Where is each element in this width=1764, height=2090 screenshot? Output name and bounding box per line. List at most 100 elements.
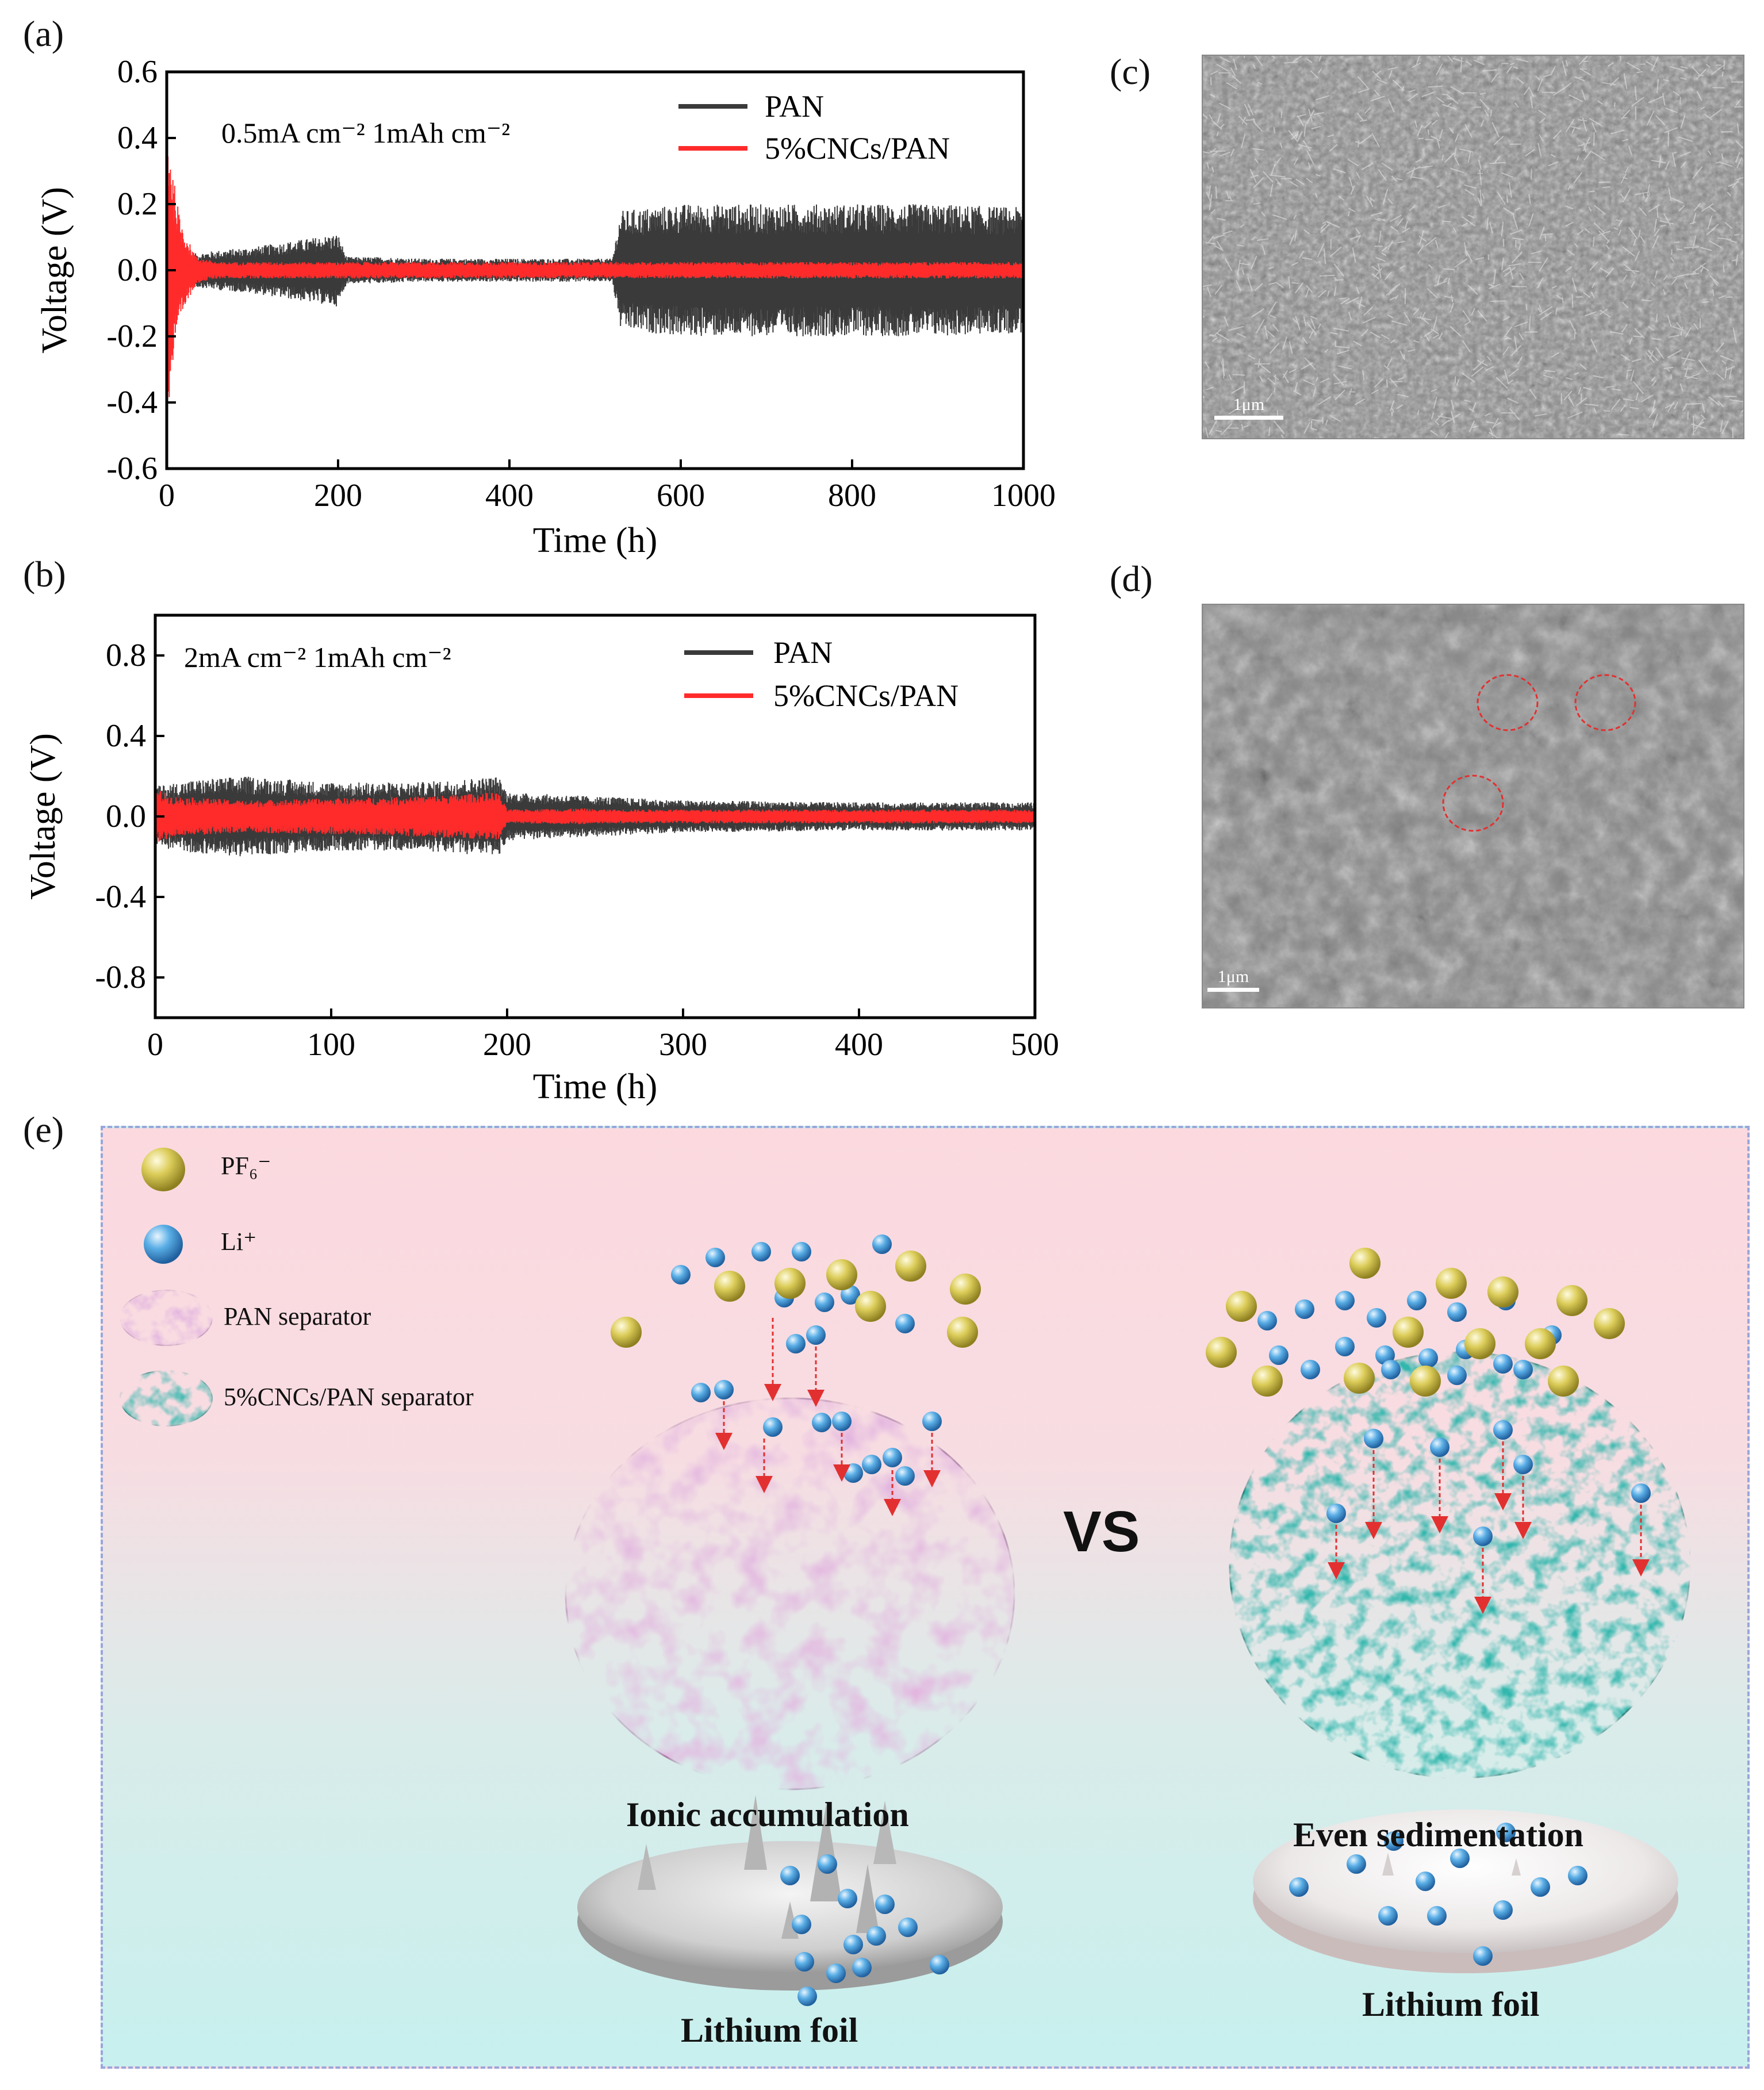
li-ion-icon [1531,1877,1550,1897]
sem-c-strand [1219,102,1231,110]
sem-c-strand [1479,189,1482,206]
sem-c-strand [1462,216,1476,227]
sem-c-strand [1397,217,1404,227]
sem-c-strand [1617,434,1630,436]
sem-c-strand [1727,239,1737,243]
sem-c-strand [1411,62,1421,68]
sem-c-strand [1613,227,1619,231]
sem-c-strand [1311,419,1324,422]
b-ytick-label: -0.8 [95,960,146,995]
sem-c-strand [1203,151,1210,154]
a-xtick-label: 400 [485,478,534,513]
sem-c-strand [1444,152,1455,163]
sem-c-strand [1447,56,1454,63]
sem-c-strand [1552,285,1558,289]
vs-label: VS [1063,1500,1140,1564]
small-bump [1512,1858,1521,1876]
sem-c-strand [1338,195,1344,201]
sem-c-strand [1630,369,1635,381]
sem-c-strand [1433,396,1437,409]
sem-c-strand [1256,238,1269,241]
chart-a: 0 200 400 600 800 1000 -0.6 -0.4 -0.2 0.0 0.2 0.4 0.… [35,54,1056,560]
sem-c-strand [1467,152,1471,163]
sem-c-strand [1387,67,1398,70]
sem-c-strand [1339,297,1347,300]
sem-c-strand [1259,375,1264,382]
sem-c-strand [1326,290,1330,297]
sem-c-strand [1226,82,1238,90]
sem-c-strand [1489,283,1501,289]
sem-c-strand [1631,97,1644,107]
sem-c-strand [1502,316,1510,321]
chart-b-legend-pan: PAN [773,635,833,670]
sem-c-strand [1267,330,1275,338]
chart-b-xlabel: Time (h) [533,1067,657,1106]
sem-c-strand [1228,374,1232,380]
chart-b-legend-cncs: 5%CNCs/PAN [773,678,958,713]
sem-c-strand [1276,182,1282,186]
sem-c-strand [1628,145,1632,155]
sem-c-strand [1241,133,1246,148]
b-xtick-label: 300 [659,1027,707,1063]
sem-c-strand [1648,95,1663,103]
sem-c-strand [1497,191,1506,205]
sem-c-strand [1391,175,1398,182]
sem-c-strand [1255,56,1263,67]
sem-c-strand [1624,167,1629,173]
sem-c-strand [1282,336,1287,350]
sem-c-strand [1538,109,1547,116]
sem-c-strand [1443,277,1448,283]
sem-c-strand [1392,79,1405,91]
li-ion-icon [806,1325,826,1345]
sem-c-strand [1214,329,1222,336]
sem-c-strand [1488,283,1494,287]
sem-c-strand [1700,414,1707,420]
sem-c-strand [1622,274,1628,282]
sem-c-strand [1313,388,1317,397]
sem-c-strand [1243,56,1245,59]
sem-image-d: 1μm [1202,604,1744,1008]
sem-c-strand [1249,168,1257,183]
sem-d-marker-3 [1442,774,1504,832]
sem-c-strand [1622,302,1628,308]
sem-c-strand [1382,189,1389,205]
sem-c-strand [1443,268,1455,270]
sem-c-strand [1662,289,1666,295]
sem-c-strand [1578,119,1587,122]
li-ion-icon [792,1915,811,1934]
sem-c-strand [1642,299,1652,302]
sem-c-strand [1593,408,1597,414]
sem-c-strand [1401,227,1410,233]
sem-c-strand [1348,312,1352,320]
sem-c-strand [1623,398,1635,401]
sem-c-strand [1635,392,1639,401]
sem-c-strand [1676,321,1682,329]
sem-c-strand [1635,191,1650,195]
sem-c-strand [1387,98,1395,113]
sem-c-strand [1311,125,1321,130]
sem-c-strand [1620,173,1627,184]
sem-c-strand [1462,310,1471,323]
li-ion-icon [832,1412,852,1431]
li-ion-icon [1473,1527,1493,1546]
sem-c-strand [1302,337,1308,344]
sem-c-strand [1325,419,1328,425]
sem-c-strand [1235,279,1242,292]
sem-c-strand [1232,75,1241,85]
sem-c-strand [1391,320,1408,326]
sem-c-strand [1636,71,1643,74]
sem-c-strand [1345,297,1359,305]
sem-c-strand [1206,162,1209,169]
sem-c-strand [1541,91,1557,94]
sem-c-strand [1403,312,1410,323]
sem-c-strand [1254,283,1263,292]
sem-c-strand [1727,191,1732,197]
sem-c-strand [1437,275,1440,285]
sem-c-strand [1592,282,1596,289]
sem-c-strand [1316,95,1330,101]
sem-c-strand [1569,94,1583,102]
sem-c-strand [1449,127,1454,134]
sem-c-strand [1631,281,1635,288]
pf6-ion-icon [774,1268,806,1299]
sem-image-c: 1μm [1202,55,1744,439]
